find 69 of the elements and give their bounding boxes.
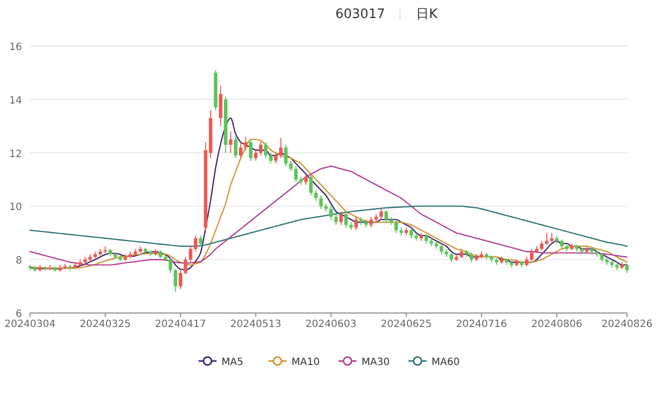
candlestick: [309, 174, 313, 196]
candlestick: [394, 219, 398, 234]
candlestick: [424, 234, 428, 244]
candlestick: [279, 138, 283, 159]
candlestick: [198, 235, 202, 247]
x-tick-label: 20240603: [306, 319, 356, 330]
candlestick: [329, 206, 333, 220]
y-tick-label: 6: [16, 309, 22, 320]
x-tick-label: 20240716: [456, 319, 507, 330]
candlestick: [625, 263, 629, 274]
candlestick: [168, 258, 172, 274]
y-tick-label: 16: [9, 42, 22, 53]
candlestick: [530, 248, 534, 262]
candlestick: [259, 142, 263, 156]
x-tick-label: 20240625: [380, 319, 432, 330]
candlestick: [410, 228, 414, 239]
candlestick: [344, 211, 348, 228]
legend-label: MA5: [222, 357, 244, 368]
legend-label: MA10: [292, 357, 320, 368]
x-tick-label: 20240806: [531, 319, 582, 330]
candlestick: [524, 256, 528, 267]
legend-label: MA30: [362, 357, 390, 368]
candlestick: [294, 166, 298, 183]
candlestick: [194, 235, 198, 252]
candlestick: [244, 136, 248, 151]
candlestick: [274, 152, 278, 164]
candlestick: [460, 248, 464, 259]
candlestick: [314, 190, 318, 202]
candlestick: [178, 270, 182, 290]
candlestick: [379, 208, 383, 220]
candlestick: [228, 130, 232, 154]
y-tick-label: 14: [9, 95, 22, 106]
candlestick: [284, 144, 288, 167]
candlestick: [470, 252, 474, 263]
candlestick: [560, 239, 564, 250]
candlestick: [234, 136, 238, 159]
legend-label: MA60: [432, 357, 460, 368]
candlestick: [544, 232, 548, 246]
chart-subtitle: 日K: [416, 7, 438, 22]
candlestick: [334, 214, 338, 226]
candlestick: [289, 160, 293, 172]
x-tick-label: 20240304: [4, 319, 56, 330]
y-tick-label: 12: [9, 148, 22, 160]
candlestick: [600, 252, 604, 263]
candlestick: [369, 216, 373, 228]
candlestick: [174, 268, 178, 292]
candlestick: [269, 152, 273, 164]
y-tick-label: 10: [9, 202, 22, 214]
x-tick-label: 20240826: [602, 319, 652, 330]
candlestick: [440, 243, 444, 255]
candlestick: [238, 142, 242, 159]
candlestick: [550, 232, 554, 243]
x-tick-label: 20240513: [230, 319, 282, 330]
candlestick: [304, 174, 308, 186]
x-tick-label: 20240417: [155, 319, 206, 330]
candlestick: [254, 150, 258, 162]
candlestick: [264, 142, 268, 159]
candlestick: [248, 138, 252, 162]
candlestick: [319, 195, 323, 210]
candlestick: [450, 252, 454, 263]
chart-title: 603017: [335, 7, 385, 22]
y-tick-label: 8: [16, 256, 22, 267]
x-tick-label: 20240325: [80, 319, 131, 330]
candlestick: [354, 216, 358, 231]
candlestick: [184, 256, 188, 275]
candlestick: [384, 210, 388, 223]
candlestick: [188, 246, 192, 263]
candlestick: [540, 240, 544, 251]
candlestick: [339, 211, 343, 226]
